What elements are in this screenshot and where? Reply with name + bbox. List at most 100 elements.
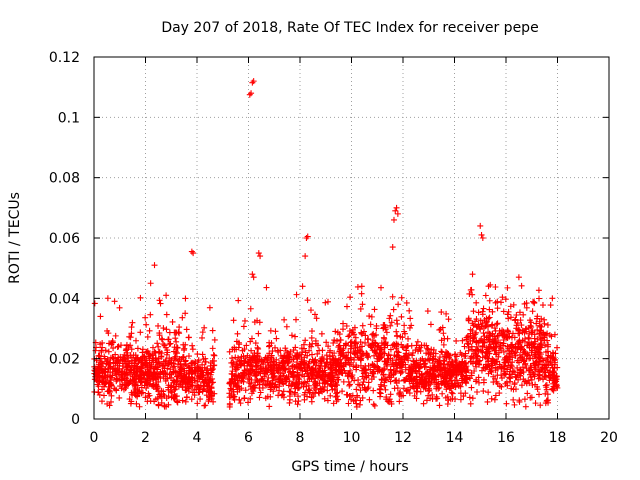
data-point (306, 347, 313, 354)
data-point (422, 357, 429, 364)
data-point (521, 338, 528, 345)
data-point (394, 385, 401, 392)
data-point (510, 301, 517, 308)
data-point (503, 400, 510, 407)
data-point (207, 371, 214, 378)
data-point-outlier (151, 262, 158, 269)
data-point (164, 375, 171, 382)
data-point (352, 344, 359, 351)
data-point (170, 360, 177, 367)
data-point (172, 329, 179, 336)
data-point (381, 358, 388, 365)
data-point (296, 379, 303, 386)
data-point (134, 393, 141, 400)
data-point (329, 386, 336, 393)
data-point (172, 335, 179, 342)
data-point (246, 375, 253, 382)
data-point (166, 371, 173, 378)
data-point-outlier (389, 244, 396, 251)
data-point (440, 330, 447, 337)
data-point-outlier (255, 250, 262, 257)
data-point (515, 341, 522, 348)
data-point (267, 393, 274, 400)
data-point (533, 320, 540, 327)
data-point-outlier (392, 207, 399, 214)
data-point (346, 382, 353, 389)
data-point (147, 311, 154, 318)
data-point (293, 291, 300, 298)
data-point (267, 366, 274, 373)
data-point (459, 337, 466, 344)
data-point (485, 283, 492, 290)
data-point (387, 378, 394, 385)
data-point (523, 379, 530, 386)
data-point (171, 386, 178, 393)
data-point (538, 340, 545, 347)
data-point-outlier (97, 313, 104, 320)
data-point (453, 337, 460, 344)
data-point (416, 364, 423, 371)
data-point (209, 327, 216, 334)
data-point (279, 377, 286, 384)
data-point (228, 370, 235, 377)
data-point (376, 367, 383, 374)
data-point (185, 334, 192, 341)
data-point (191, 367, 198, 374)
data-point (436, 402, 443, 409)
data-point (137, 329, 144, 336)
data-point (430, 350, 437, 357)
data-point (324, 397, 331, 404)
data-point (92, 373, 99, 380)
data-point (357, 339, 364, 346)
data-point (504, 345, 511, 352)
data-point-outlier (163, 292, 170, 299)
data-point-outlier (250, 274, 257, 281)
data-point (317, 373, 324, 380)
data-point (243, 372, 250, 379)
data-point (500, 308, 507, 315)
data-point (492, 284, 499, 291)
data-point (404, 343, 411, 350)
data-point (209, 345, 216, 352)
data-point (506, 374, 513, 381)
data-point (535, 375, 542, 382)
data-point (406, 324, 413, 331)
data-point (437, 364, 444, 371)
data-point (479, 354, 486, 361)
data-point (420, 400, 427, 407)
data-point (291, 391, 298, 398)
data-point-outlier (358, 283, 365, 290)
data-point (517, 366, 524, 373)
data-point (234, 383, 241, 390)
data-point (241, 395, 248, 402)
data-point (277, 364, 284, 371)
data-point (158, 335, 165, 342)
y-tick-label: 0.08 (49, 171, 80, 187)
data-point (171, 344, 178, 351)
data-point (381, 382, 388, 389)
data-point (494, 320, 501, 327)
data-point (371, 339, 378, 346)
data-point (287, 389, 294, 396)
data-point (469, 395, 476, 402)
data-point (229, 363, 236, 370)
data-point (166, 341, 173, 348)
data-point (496, 390, 503, 397)
data-point (294, 349, 301, 356)
data-point (439, 349, 446, 356)
data-point (104, 295, 111, 302)
data-point (196, 386, 203, 393)
data-point (304, 297, 311, 304)
data-point (444, 335, 451, 342)
data-point (127, 377, 134, 384)
data-point (236, 396, 243, 403)
data-point (375, 353, 382, 360)
data-point (339, 388, 346, 395)
data-point (392, 377, 399, 384)
data-point (202, 355, 209, 362)
data-point (194, 351, 201, 358)
data-point (469, 291, 476, 298)
data-point-outlier (250, 78, 257, 85)
data-point (91, 300, 98, 307)
data-point (322, 299, 329, 306)
